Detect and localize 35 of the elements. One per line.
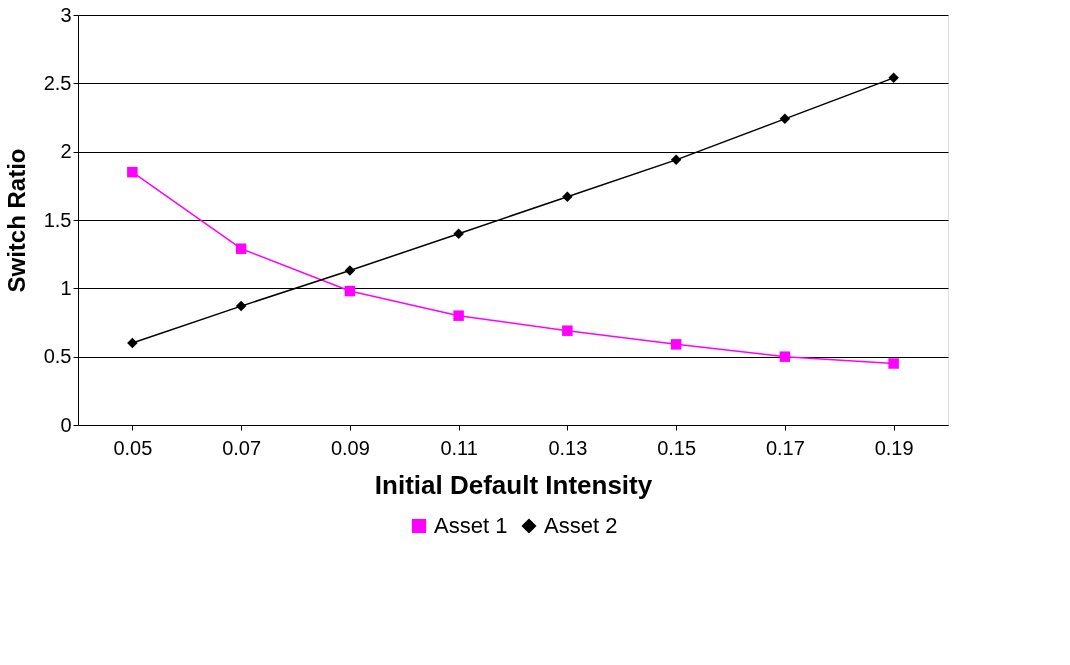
point [235, 243, 247, 254]
point [344, 265, 356, 276]
point [562, 325, 573, 336]
point [344, 285, 356, 297]
x-tick-label: 0.05 [113, 436, 153, 459]
point [127, 166, 138, 178]
y-tick-label: 0 [60, 413, 72, 436]
y-tick-label: 0.5 [43, 345, 72, 368]
x-tick-label: 0.07 [222, 436, 262, 459]
legend-label: Asset 1 [434, 513, 508, 538]
x-tick-label: 0.13 [548, 436, 588, 459]
point [670, 339, 682, 350]
legend-label: Asset 2 [544, 513, 618, 538]
x-tick-label: 0.17 [765, 436, 805, 459]
x-tick-label: 0.19 [874, 436, 914, 459]
point [779, 113, 791, 125]
y-tick-label: 1.5 [43, 208, 72, 231]
x-axis-title: Initial Default Intensity [374, 469, 653, 500]
y-axis-title: Switch Ratio [2, 148, 30, 293]
point [127, 337, 138, 349]
point [562, 191, 573, 203]
y-tick-label: 3 [60, 3, 72, 26]
x-tick-label: 0.15 [657, 436, 697, 459]
point [779, 351, 791, 362]
point [670, 154, 682, 166]
x-tick-label: 0.09 [330, 436, 370, 459]
point [453, 228, 464, 239]
y-tick-label: 2 [60, 140, 72, 163]
y-tick-label: 1 [60, 276, 72, 299]
y-tick-label: 2.5 [43, 71, 72, 94]
point [453, 310, 464, 321]
x-tick-label: 0.11 [440, 436, 478, 459]
point [235, 300, 247, 312]
point [888, 358, 899, 369]
point [888, 72, 899, 84]
